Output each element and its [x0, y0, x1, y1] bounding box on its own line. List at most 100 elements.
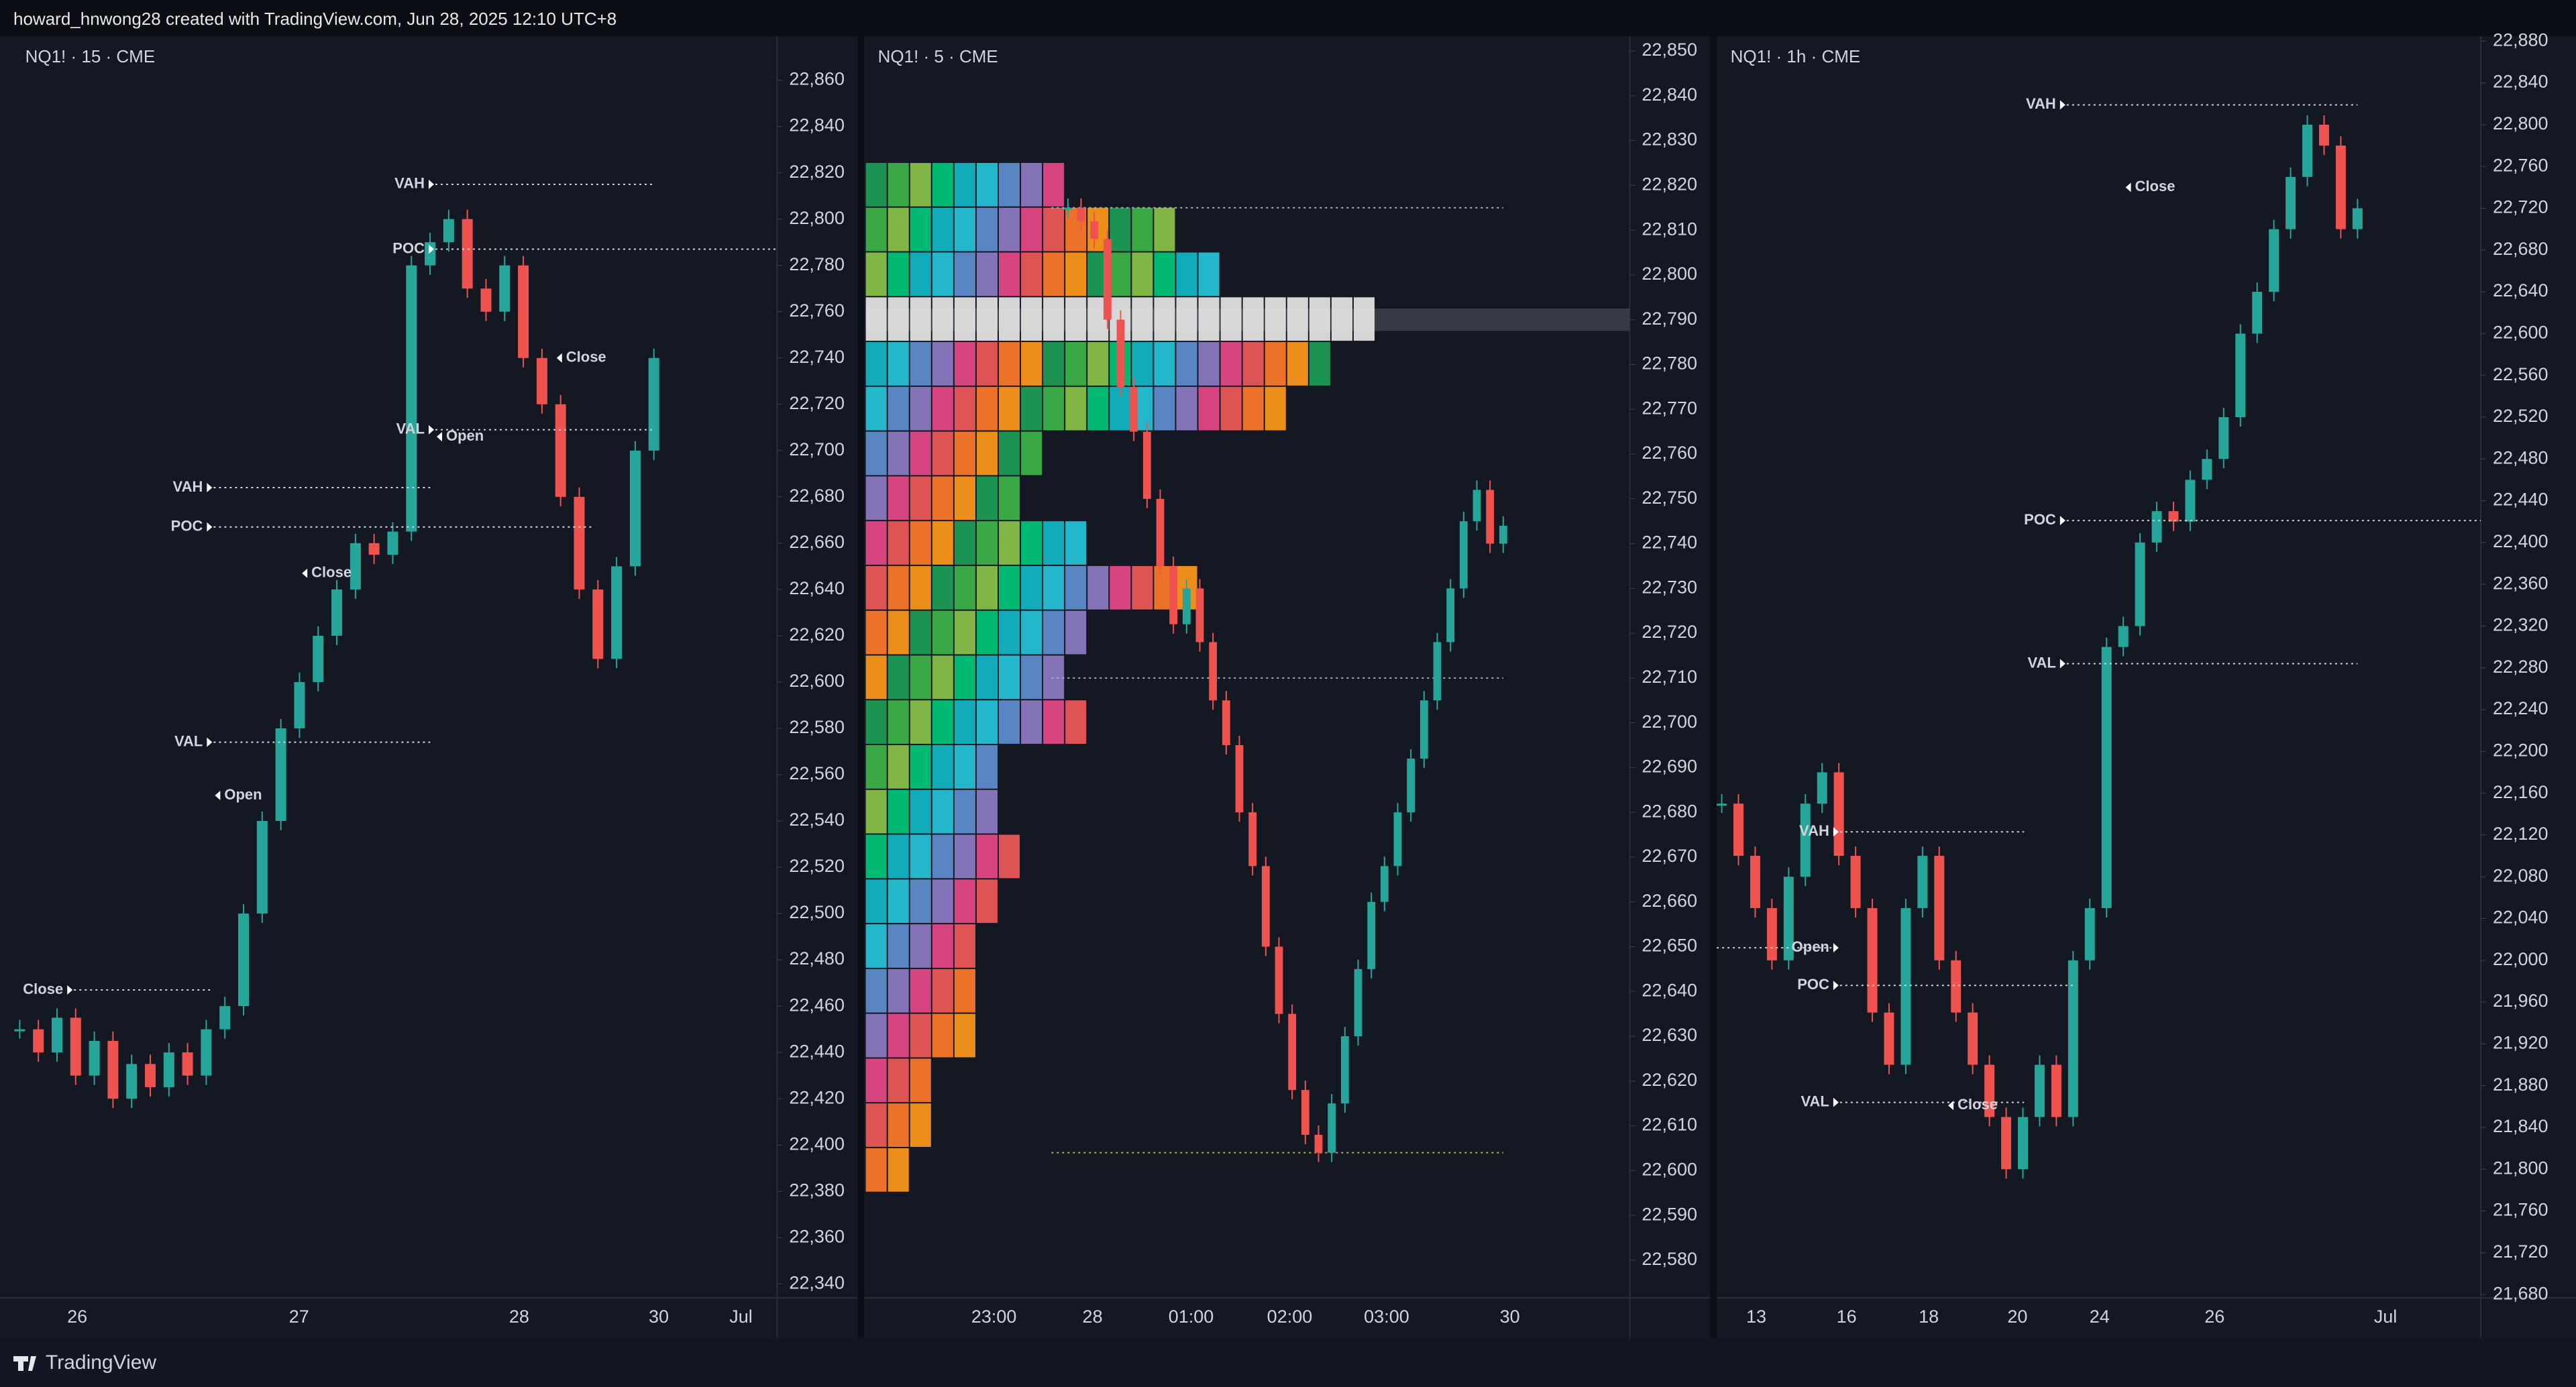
profile-cell [998, 521, 1020, 565]
profile-cell [910, 700, 931, 744]
profile-cell [1065, 521, 1087, 565]
y-tick-label: 22,560 [789, 763, 845, 783]
profile-cell [954, 386, 975, 431]
profile-cell [954, 207, 975, 252]
profile-cell [865, 924, 887, 968]
candle [331, 589, 343, 636]
candle [2034, 1064, 2045, 1117]
profile-cell [888, 1148, 909, 1192]
profile-cell [1287, 297, 1308, 341]
profile-cell [976, 655, 998, 700]
profile-cell [954, 521, 975, 565]
candle [294, 681, 305, 728]
candle [182, 1052, 193, 1076]
profile-cell [910, 162, 931, 207]
profile-cell [910, 252, 931, 296]
y-tick-label: 21,760 [2493, 1200, 2548, 1220]
candle [1917, 856, 1928, 908]
candle [2286, 176, 2296, 229]
profile-cell [1220, 386, 1242, 431]
y-tick-label: 22,520 [789, 856, 845, 876]
profile-row [865, 1058, 931, 1103]
profile-cell [932, 745, 953, 789]
profile-cell [976, 700, 998, 744]
y-tick-label: 22,840 [789, 115, 845, 135]
profile-cell [865, 476, 887, 520]
profile-cell [954, 431, 975, 476]
y-tick-label: 22,240 [2493, 698, 2548, 718]
level-arrow [2059, 100, 2065, 110]
profile-cell [1242, 386, 1264, 431]
y-tick-label: 22,480 [2493, 447, 2548, 467]
candle [1486, 490, 1495, 544]
y-tick-label: 22,860 [789, 69, 845, 89]
profile-cell [932, 789, 953, 834]
panel-title: NQ1! · 5 · CME [878, 46, 998, 66]
profile-cell [954, 252, 975, 296]
profile-cell [865, 789, 887, 834]
x-tick-label: 13 [1746, 1307, 1766, 1327]
footer-bar [0, 1338, 2576, 1387]
profile-cell [1154, 386, 1175, 431]
y-tick-label: 22,780 [1642, 353, 1697, 374]
candle [1142, 431, 1151, 499]
profile-cell [932, 476, 953, 520]
level-arrow [302, 568, 308, 578]
candle [1314, 1134, 1323, 1153]
profile-cell [865, 1148, 887, 1192]
profile-row [865, 521, 1087, 565]
profile-cell [910, 610, 931, 655]
profile-cell [865, 252, 887, 296]
candle [2335, 146, 2346, 229]
profile-cell [932, 431, 953, 476]
panel-title: NQ1! · 1h · CME [1731, 46, 1861, 66]
x-tick-label: 02:00 [1267, 1307, 1313, 1327]
profile-cell [865, 1058, 887, 1103]
candle [238, 913, 250, 1007]
profile-cell [976, 252, 998, 296]
y-tick-label: 22,640 [2493, 280, 2548, 300]
y-tick-label: 22,840 [1642, 85, 1697, 105]
candle [1750, 856, 1760, 908]
level-label: Close [1957, 1096, 1998, 1113]
level-arrow [556, 353, 562, 363]
profile-cell [888, 297, 909, 341]
profile-row [865, 610, 1087, 655]
profile-cell [1198, 342, 1220, 386]
profile-cell [865, 207, 887, 252]
profile-row [865, 386, 1286, 431]
profile-cell [932, 610, 953, 655]
profile-cell [888, 655, 909, 700]
candle [256, 821, 268, 914]
level-label: Open [1792, 938, 1829, 955]
candle [611, 566, 623, 659]
profile-cell [1021, 297, 1042, 341]
y-tick-label: 22,200 [2493, 740, 2548, 760]
candle [368, 543, 380, 555]
profile-cell [910, 1013, 931, 1058]
candle [2135, 542, 2145, 626]
y-tick-label: 22,120 [2493, 824, 2548, 844]
profile-cell [1065, 252, 1087, 296]
profile-row [865, 342, 1330, 386]
profile-row [865, 207, 1175, 252]
profile-cell [998, 386, 1020, 431]
profile-cell [910, 297, 931, 341]
y-tick-label: 22,730 [1642, 577, 1697, 597]
candle [313, 635, 324, 682]
profile-cell [910, 834, 931, 879]
y-tick-label: 22,820 [1642, 174, 1697, 194]
profile-cell [1110, 207, 1131, 252]
profile-row [865, 745, 998, 789]
profile-cell [1176, 252, 1197, 296]
x-tick-label: 30 [1500, 1307, 1520, 1327]
y-tick-label: 22,630 [1642, 1025, 1697, 1045]
profile-cell [954, 342, 975, 386]
candle [126, 1064, 138, 1099]
candle [1367, 901, 1376, 969]
profile-cell [888, 610, 909, 655]
level-label: VAH [173, 478, 203, 495]
profile-cell [1021, 565, 1042, 610]
profile-cell [998, 610, 1020, 655]
candle [480, 288, 492, 312]
